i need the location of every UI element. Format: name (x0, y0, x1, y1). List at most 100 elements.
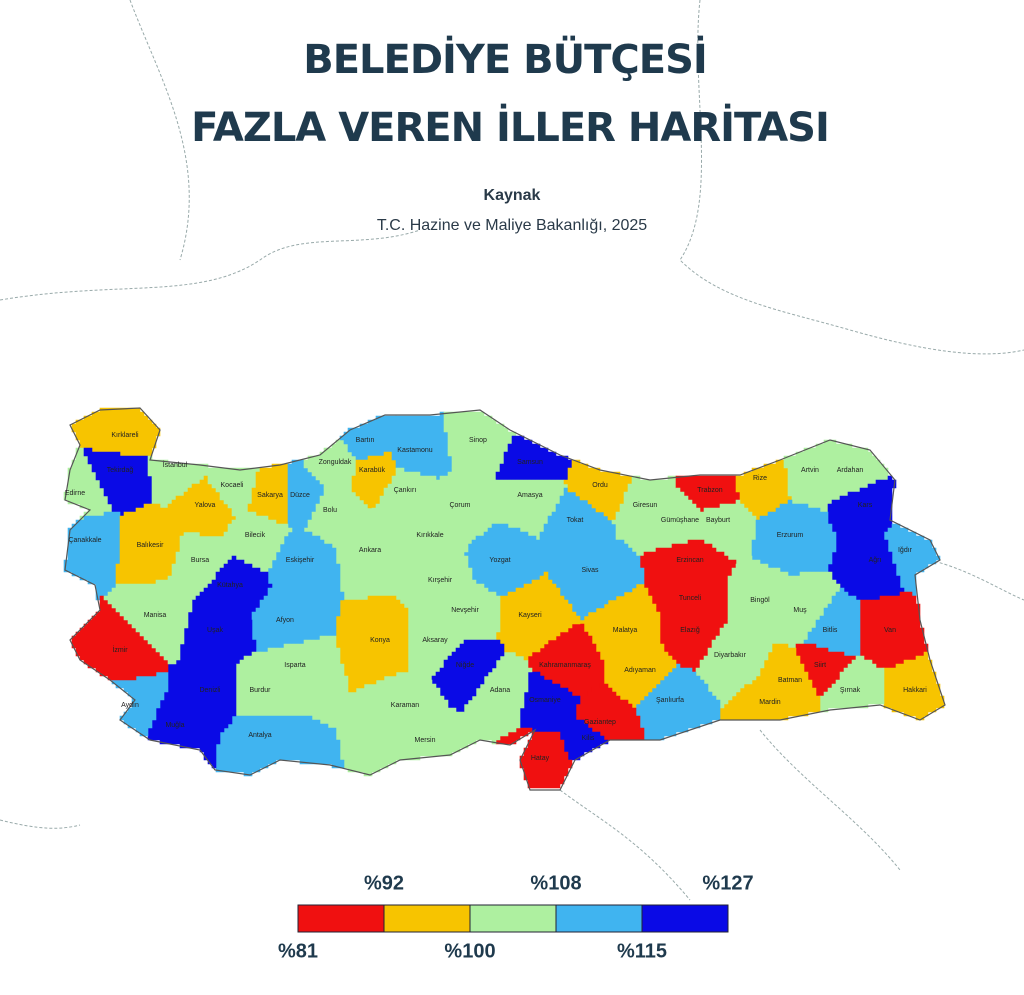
province-label: Gaziantep (584, 719, 616, 726)
province-label: Malatya (613, 627, 638, 634)
province-label: Erzurum (777, 532, 804, 539)
province (575, 683, 645, 741)
province-label: Isparta (284, 662, 306, 669)
province (115, 503, 185, 585)
province-label: Sivas (581, 567, 599, 574)
province-label: Van (884, 627, 896, 634)
province-label: Ardahan (837, 467, 864, 474)
title-line: FAZLA VEREN İLLER HARİTASI (191, 103, 829, 151)
province-label: Giresun (633, 502, 658, 509)
title-line: BELEDİYE BÜTÇESİ (303, 35, 707, 83)
province-label: Tokat (567, 517, 584, 524)
province-label: Tunceli (679, 595, 702, 602)
province (111, 671, 169, 737)
province (215, 715, 345, 777)
legend-swatch (469, 904, 557, 933)
province-label: Eskişehir (286, 557, 315, 564)
province (335, 511, 409, 601)
province-label: Ağrı (869, 557, 882, 564)
province (391, 411, 453, 481)
province-label: Osmaniye (529, 697, 561, 704)
province (303, 487, 373, 549)
legend-label: %92 (364, 872, 404, 894)
source: T.C. Hazine ve Maliye Bakanlığı, 2025 (377, 217, 647, 234)
province-label: Bingöl (750, 597, 770, 604)
province (63, 511, 121, 601)
province-label: Kırklareli (111, 432, 139, 439)
province (859, 591, 929, 669)
province (771, 571, 841, 649)
province-label: Kütahya (217, 582, 243, 589)
province-label: Yozgat (489, 557, 510, 564)
province-label: Mersin (414, 737, 435, 744)
legend-swatch (297, 904, 385, 933)
province (495, 479, 569, 541)
province-label: Bayburt (706, 517, 730, 524)
province (695, 619, 773, 709)
province (167, 531, 233, 601)
province-label: Karaman (391, 702, 420, 709)
legend-swatch (383, 904, 471, 933)
province-label: Erzincan (676, 557, 703, 564)
province-label: Sakarya (257, 492, 283, 499)
province-label: Bursa (191, 557, 209, 564)
province-label: Hatay (531, 755, 550, 762)
province (659, 615, 729, 673)
province-label: Adıyaman (624, 667, 656, 674)
country-outline (64, 407, 946, 791)
legend-label: %108 (530, 872, 581, 894)
province-label: Çanakkale (68, 537, 101, 544)
province-label: Manisa (144, 612, 167, 619)
province-labels: Kırklareli Edirne Tekirdağ İstanbul Çanakkal… (65, 432, 927, 762)
province-label: Trabzon (697, 487, 723, 494)
province (495, 571, 581, 661)
province (343, 707, 481, 777)
province-label: Çankırı (394, 487, 417, 494)
province-label: Kars (858, 502, 873, 509)
neighbor-borders (0, 0, 1024, 901)
legend-label: %81 (278, 940, 318, 962)
legend-swatch (641, 904, 729, 933)
legend-label: %100 (444, 940, 495, 962)
province-label: Rize (753, 475, 767, 482)
legend: %81 %92 %100 %108 %115 %127 (278, 872, 754, 962)
source-label: Kaynak (484, 187, 541, 204)
province (883, 523, 941, 597)
province (803, 587, 861, 657)
province-label: Kırşehir (428, 577, 453, 584)
province-label: Afyon (276, 617, 294, 624)
province (643, 579, 729, 617)
province-label: Edirne (65, 490, 85, 497)
province-label: Iğdır (898, 547, 913, 554)
province (335, 595, 409, 693)
province-label: Aksaray (422, 637, 448, 644)
province-label: Elazığ (680, 627, 700, 634)
province-label: Uşak (207, 627, 223, 634)
province-label: Samsun (517, 459, 543, 466)
province-label: Batman (778, 677, 802, 684)
province (883, 651, 945, 721)
legend-label: %115 (617, 940, 667, 962)
province (147, 455, 209, 509)
province-label: Nevşehir (451, 607, 479, 614)
province (223, 511, 293, 573)
province-label: Bolu (323, 507, 337, 514)
province-label: Antalya (248, 732, 271, 739)
province (267, 527, 345, 605)
province-label: Balıkesir (137, 542, 165, 549)
province-label: Muş (793, 607, 807, 614)
province-label: Kilis (582, 735, 595, 742)
province (247, 463, 289, 525)
legend-label: %127 (702, 872, 753, 894)
province-label: Bilecik (245, 532, 266, 539)
province (463, 651, 533, 745)
province-label: Kayseri (518, 612, 542, 619)
province (235, 651, 305, 717)
province-label: Karabük (359, 467, 386, 474)
province (547, 539, 645, 621)
provinces (63, 407, 945, 789)
province (431, 639, 505, 713)
province-label: Bitlis (823, 627, 838, 634)
province (827, 531, 905, 601)
province (443, 411, 517, 481)
